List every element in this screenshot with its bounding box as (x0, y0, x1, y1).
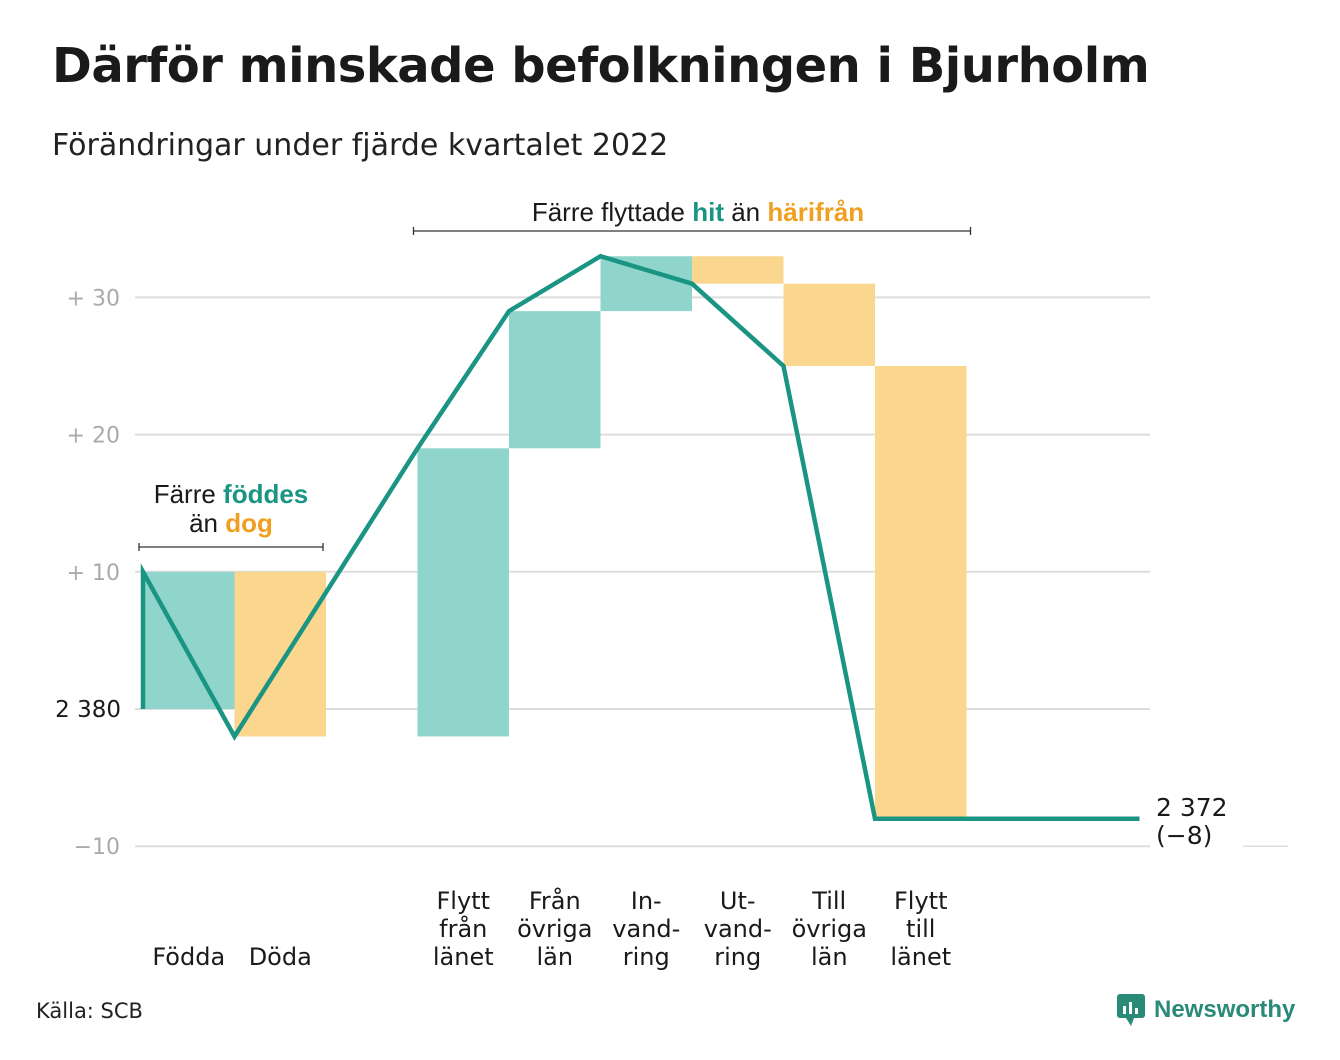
annotation-segment: än (189, 508, 225, 538)
annotation-segment: Färre flyttade (532, 197, 692, 227)
category-label: övriga (792, 915, 867, 943)
category-label: Födda (152, 943, 225, 971)
category-label: In- (631, 887, 662, 915)
y-tick-label: + 10 (67, 561, 120, 586)
end-change-label: (−8) (1156, 821, 1212, 850)
brand-logo: Newsworthy (1116, 993, 1295, 1027)
category-label: övriga (517, 915, 592, 943)
source-note: Källa: SCB (36, 999, 143, 1023)
category-label: vand- (612, 915, 680, 943)
waterfall-bar (417, 448, 509, 737)
category-label: Ut- (720, 887, 756, 915)
newsworthy-logo-icon (1117, 994, 1145, 1026)
category-label: från (439, 914, 487, 943)
category-label: Döda (249, 943, 312, 971)
waterfall-bar (600, 256, 692, 312)
category-label: vand- (704, 915, 772, 943)
brand-name: Newsworthy (1154, 996, 1296, 1023)
waterfall-bar (875, 366, 967, 819)
y-tick-label: + 20 (67, 424, 120, 449)
annotation-migration: Färre flyttade hit än härifrån (532, 197, 864, 227)
annotation-segment: hit (692, 197, 724, 227)
category-label: ring (714, 943, 761, 971)
annotation-births-line1: Färre föddes (154, 479, 309, 509)
category-label: län (536, 943, 573, 971)
category-label: länet (433, 943, 494, 971)
annotation-segment: föddes (223, 479, 308, 509)
category-label: länet (890, 943, 951, 971)
annotation-segment: härifrån (767, 197, 864, 227)
annotation-segment: Färre (154, 479, 223, 509)
category-label: ring (623, 943, 670, 971)
y-tick-label: + 30 (67, 286, 120, 311)
annotation-segment: dog (225, 508, 273, 538)
annotation-births-line2: än dog (189, 508, 273, 538)
category-label: Från (529, 886, 581, 915)
end-value-label: 2 372 (1156, 793, 1228, 822)
waterfall-bar (692, 256, 784, 284)
category-label: Flytt (894, 887, 948, 915)
cumulative-step-line (140, 253, 1140, 822)
waterfall-bar (509, 311, 601, 449)
start-value-label: 2 380 (55, 697, 121, 723)
category-label: län (811, 943, 848, 971)
chart-title: Därför minskade befolkningen i Bjurholm (52, 38, 1150, 94)
category-label: till (906, 915, 935, 943)
category-label: Flytt (437, 887, 491, 915)
annotation-segment: än (724, 197, 767, 227)
chart-subtitle: Förändringar under fjärde kvartalet 2022 (52, 128, 669, 163)
y-tick-label: −10 (74, 835, 120, 860)
category-label: Till (811, 887, 846, 915)
waterfall-bar (783, 283, 875, 366)
